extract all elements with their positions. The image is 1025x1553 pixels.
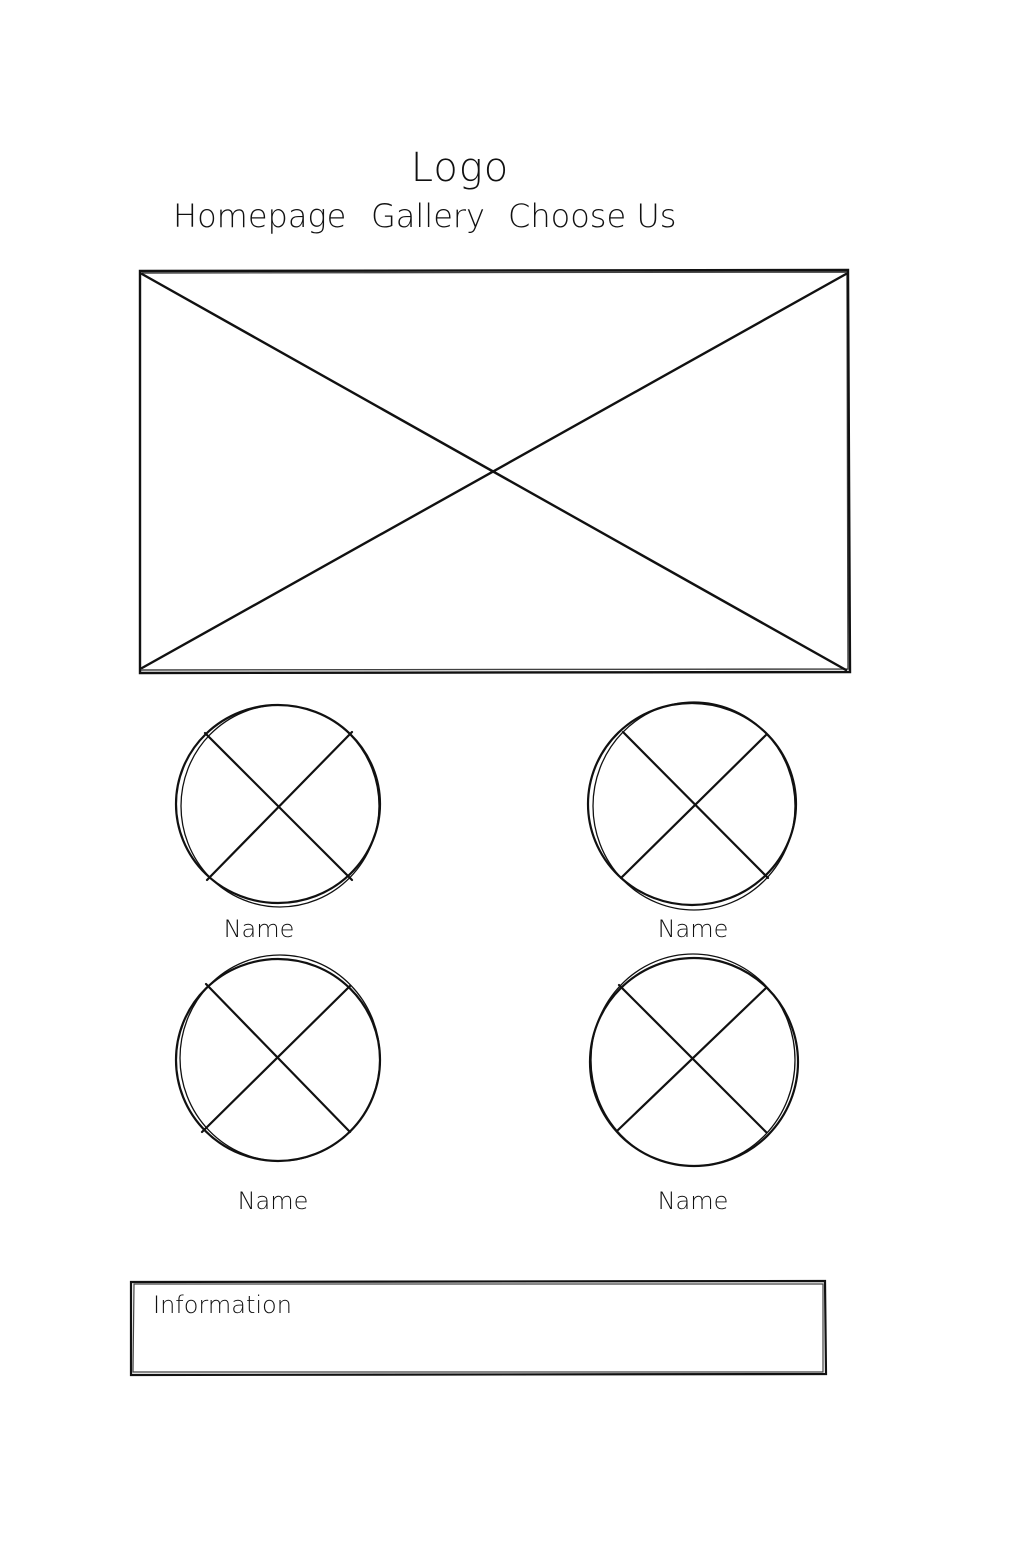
information-box-border [129,1279,828,1377]
person-name-4: Name [657,1187,729,1215]
hero-image-placeholder [138,268,852,676]
image-placeholder-icon [588,953,800,1168]
person-photo-1 [172,700,388,916]
logo: Logo [410,145,510,191]
person-name-2: Name [657,915,729,943]
image-placeholder-icon [586,701,798,911]
person-name-3: Name [237,1187,309,1215]
information-label: Information [153,1291,292,1319]
person-photo-2 [586,698,802,914]
image-placeholder-icon [138,268,852,675]
nav-link-gallery[interactable]: Gallery [371,197,485,235]
image-placeholder-icon [174,954,382,1163]
person-photo-3 [172,954,388,1170]
nav-link-choose-us[interactable]: Choose Us [508,197,677,235]
person-name-1: Name [223,915,295,943]
image-placeholder-icon [174,703,382,908]
information-box: Information [129,1279,829,1377]
person-photo-4 [586,953,802,1170]
nav-link-homepage[interactable]: Homepage [173,197,347,235]
